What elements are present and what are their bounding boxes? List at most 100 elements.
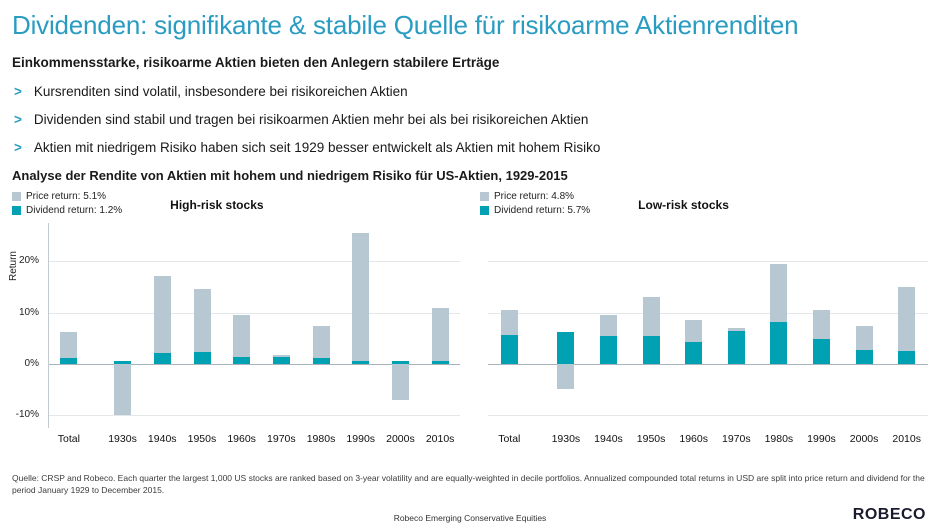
gridline	[49, 415, 460, 417]
price-return-bar	[813, 310, 830, 340]
legend-item-dividend: Dividend return: 1.2%	[12, 205, 122, 216]
robeco-logo: ROBECO	[852, 506, 926, 523]
price-return-bar	[60, 331, 78, 358]
dividend-return-bar	[685, 342, 703, 364]
x-tick-label: 1960s	[227, 433, 256, 445]
high-risk-chart: Price return: 5.1% Dividend return: 1.2%…	[8, 191, 460, 445]
plot-area: Total 1930s 1940s 1950s 1960s 1970s 1980s 1990s…	[488, 223, 928, 445]
dividend-return-bar	[352, 361, 370, 364]
price-return-bar	[392, 363, 409, 400]
dividend-return-bar	[727, 330, 745, 364]
dividend-return-bar	[770, 321, 788, 364]
bullet-item: > Aktien mit niedrigem Risiko haben sich…	[12, 140, 928, 155]
x-tick-label: 1990s	[346, 433, 376, 445]
gridline	[49, 312, 460, 314]
dividend-return-bar	[642, 335, 660, 364]
price-return-bar	[193, 289, 211, 352]
price-return-bar	[431, 307, 449, 361]
chart-legend: Price return: 4.8% Dividend return: 5.7%	[480, 191, 590, 219]
dividend-return-bar	[272, 356, 290, 364]
x-tick-label: 1950s	[636, 433, 666, 445]
bullet-chevron-icon: >	[14, 140, 22, 155]
x-tick-label: Total	[498, 433, 521, 445]
chart-header: Price return: 5.1% Dividend return: 1.2%…	[12, 191, 460, 219]
dividend-return-bar	[312, 357, 330, 364]
x-tick-label: 2010s	[892, 433, 921, 445]
dividend-return-bar	[233, 357, 251, 364]
y-tick-label: -10%	[15, 409, 39, 421]
price-return-bar	[898, 287, 916, 352]
dividend-return-bar	[600, 335, 617, 364]
dividend-return-bar	[392, 361, 409, 364]
price-return-bar	[685, 320, 703, 343]
dividend-return-bar	[855, 350, 873, 364]
y-tick-label: 10%	[18, 306, 39, 318]
source-footnote: Quelle: CRSP and Robeco. Each quarter th…	[12, 473, 925, 495]
legend-label: Price return: 5.1%	[26, 191, 107, 202]
legend-item-price: Price return: 5.1%	[12, 191, 122, 202]
legend-item-dividend: Dividend return: 5.7%	[480, 205, 590, 216]
x-tick-label: 1990s	[807, 433, 836, 445]
price-swatch-icon	[480, 192, 489, 201]
chart-title: High-risk stocks	[170, 198, 264, 212]
price-swatch-icon	[12, 192, 21, 201]
price-return-bar	[114, 363, 132, 416]
plot-area: Total 1930s 1940s 1950s 1960s 1970s 1980s 1990s…	[48, 223, 460, 445]
x-tick-label: 1940s	[147, 433, 177, 445]
y-tick-label: 20%	[18, 255, 39, 267]
bullet-text: Aktien mit niedrigem Risiko haben sich s…	[33, 140, 601, 155]
x-tick-label: 1930s	[551, 433, 581, 445]
price-return-bar	[272, 355, 290, 357]
low-risk-chart: Price return: 4.8% Dividend return: 5.7%…	[480, 191, 928, 445]
price-return-bar	[233, 315, 251, 358]
chart-legend: Price return: 5.1% Dividend return: 1.2%	[12, 191, 122, 219]
x-tick-label: Total	[57, 433, 80, 445]
plot-area-wrap: Return 20% 10% 0% -10% Total 1930s 1940s 1950s…	[8, 223, 460, 445]
bullet-text: Kursrenditen sind volatil, insbesondere …	[33, 84, 408, 99]
dividend-return-bar	[431, 360, 449, 364]
dividend-return-bar	[193, 351, 211, 364]
price-return-bar	[727, 328, 745, 331]
x-tick-label: 2000s	[849, 433, 879, 445]
gridline	[49, 363, 460, 365]
gridline	[488, 415, 928, 417]
price-return-bar	[600, 315, 617, 336]
dividend-return-bar	[813, 339, 830, 364]
dividend-swatch-icon	[12, 206, 21, 215]
x-tick-label: 1980s	[306, 433, 336, 445]
dividend-return-bar	[500, 334, 518, 364]
y-tick-label: 0%	[24, 357, 39, 369]
charts-row: Price return: 5.1% Dividend return: 1.2%…	[8, 191, 928, 445]
x-tick-label: 1970s	[721, 433, 751, 445]
dividend-return-bar	[60, 357, 78, 364]
x-tick-label: 1940s	[594, 433, 623, 445]
legend-label: Dividend return: 5.7%	[494, 205, 591, 216]
legend-label: Dividend return: 1.2%	[26, 205, 123, 216]
gridline	[49, 261, 460, 263]
bullet-chevron-icon: >	[14, 112, 22, 127]
chart-header: Price return: 4.8% Dividend return: 5.7%…	[480, 191, 928, 219]
y-axis-ticks: 20% 10% 0% -10%	[12, 223, 44, 428]
bullet-chevron-icon: >	[14, 84, 22, 99]
chart-title: Low-risk stocks	[638, 198, 729, 212]
bullet-item: > Kursrenditen sind volatil, insbesonder…	[12, 84, 928, 99]
legend-item-price: Price return: 4.8%	[480, 191, 590, 202]
bullet-item: > Dividenden sind stabil und tragen bei …	[12, 112, 928, 127]
price-return-bar	[352, 233, 370, 362]
footer-title: Robeco Emerging Conservative Equities	[393, 513, 547, 523]
dividend-return-bar	[898, 351, 916, 364]
price-return-bar	[500, 310, 518, 335]
x-tick-label: 1950s	[187, 433, 217, 445]
dividend-return-bar	[153, 352, 171, 364]
x-tick-label: 1930s	[108, 433, 137, 445]
price-return-bar	[642, 297, 660, 336]
price-return-bar	[153, 275, 171, 353]
x-tick-label: 1960s	[679, 433, 708, 445]
dividend-return-bar	[114, 360, 132, 364]
page-title: Dividenden: signifikante & stabile Quell…	[12, 10, 799, 40]
x-tick-label: 1980s	[764, 433, 794, 445]
dividend-return-bar	[557, 332, 575, 364]
price-return-bar	[312, 325, 330, 358]
gridline	[488, 363, 928, 365]
